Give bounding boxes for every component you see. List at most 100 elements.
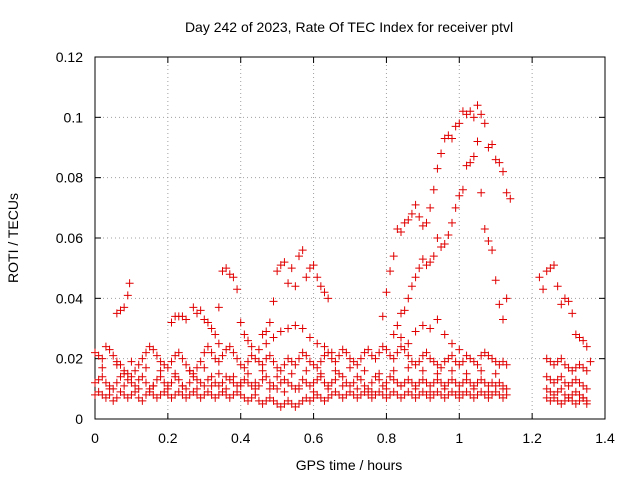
data-point-marker [502,294,511,303]
data-point-marker [138,354,147,363]
data-point-marker [404,363,413,372]
data-point-marker [440,384,449,393]
axis-ticks: 0 0.2 0.4 0.6 0.8 1 1.2 1.4 0 0.02 0.04 0.06 0.08 0.1… [56,49,615,446]
data-point-marker [316,369,325,378]
x-axis-label: GPS time / hours [296,457,403,473]
data-point-marker [331,366,340,375]
data-point-marker [499,315,507,324]
data-point-marker [477,110,486,119]
data-point-marker [251,390,260,399]
data-point-marker [203,318,212,327]
data-point-marker [444,230,453,239]
data-point-marker [535,273,544,282]
data-point-marker [411,273,420,282]
data-point-marker [105,345,114,354]
data-point-marker [280,258,289,267]
y-tick-label: 0.06 [56,230,83,246]
chart-title: Day 242 of 2023, Rate Of TEC Index for r… [185,19,513,35]
data-point-marker [167,318,176,327]
data-point-marker [200,348,209,357]
data-point-marker [98,354,107,363]
data-point-marker [429,185,438,194]
data-point-marker [229,273,238,282]
data-point-marker [448,366,456,375]
data-point-marker [112,378,121,387]
data-point-marker [149,345,158,354]
data-point-marker [196,357,205,366]
data-point-marker [331,357,340,366]
data-point-marker [477,366,486,375]
data-point-marker [451,203,460,212]
data-point-marker [404,294,413,303]
data-point-marker [458,357,467,366]
data-point-marker [422,348,431,357]
data-point-marker [142,378,150,387]
data-point-marker [418,321,427,330]
data-point-marker [415,212,424,221]
data-point-marker [502,360,511,369]
data-point-marker [295,354,303,363]
data-point-marker [273,267,282,276]
data-point-marker [397,227,405,236]
data-point-marker [335,351,344,360]
data-point-marker [415,264,424,273]
data-point-marker [356,354,365,363]
x-tick-label: 0.8 [377,430,397,446]
data-point-marker [240,363,249,372]
data-point-marker [320,342,329,351]
data-point-marker [185,378,194,387]
data-point-marker [331,375,340,384]
data-point-marker [229,372,238,381]
data-point-marker [305,333,314,342]
data-point-marker [469,384,478,393]
data-point-marker [309,387,318,396]
data-point-marker [382,288,391,297]
data-point-marker [458,185,467,194]
data-point-marker [367,387,376,396]
data-point-marker [364,345,373,354]
data-point-marker [400,306,409,315]
x-tick-label: 0 [91,430,99,446]
data-point-marker [112,360,121,369]
data-point-marker [375,348,384,357]
data-point-marker [353,360,362,369]
data-point-marker [134,360,143,369]
data-point-marker [265,351,274,360]
data-point-marker [440,240,449,249]
data-point-marker [462,369,471,378]
data-point-marker [477,188,486,197]
data-point-marker [291,360,300,369]
data-point-marker [418,366,427,375]
data-point-marker [269,357,278,366]
data-point-marker [484,237,493,246]
x-tick-label: 1.4 [595,430,615,446]
data-point-marker [105,384,114,393]
data-point-marker [214,369,223,378]
data-point-marker [174,375,183,384]
data-point-marker [200,381,209,390]
data-point-marker [123,291,132,300]
data-point-marker [506,194,515,203]
data-point-marker [189,303,198,312]
data-point-marker [327,348,336,357]
y-tick-label: 0.02 [56,351,83,367]
y-tick-label: 0.12 [56,49,83,65]
data-point-marker [455,119,464,128]
y-axis-label: ROTI / TECUs [5,193,21,283]
data-point-marker [422,218,431,227]
x-tick-label: 1 [455,430,463,446]
data-point-marker [389,366,398,375]
data-point-marker [389,330,398,339]
data-point-marker [382,345,391,354]
data-point-marker [502,390,511,399]
data-point-marker [174,348,183,357]
data-point-marker [411,327,420,336]
data-point-marker [539,285,548,294]
data-point-marker [276,366,285,375]
data-point-marker [142,363,150,372]
data-point-marker [433,234,442,242]
data-point-marker [222,264,231,273]
data-point-marker [491,369,500,378]
data-point-marker [233,354,242,363]
data-point-marker [386,267,395,276]
